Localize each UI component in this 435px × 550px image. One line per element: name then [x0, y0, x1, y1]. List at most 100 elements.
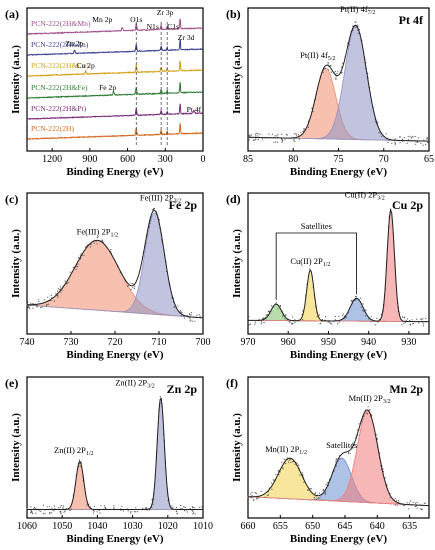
- data-point: [66, 283, 68, 285]
- data-point: [420, 508, 422, 510]
- data-point: [398, 500, 400, 502]
- plot-frame: [26, 376, 204, 519]
- data-point: [134, 285, 136, 287]
- data-point: [255, 135, 257, 137]
- data-point: [416, 318, 418, 320]
- data-point: [250, 497, 252, 499]
- data-point: [403, 137, 405, 139]
- component-peak: [248, 25, 429, 142]
- data-point: [281, 461, 283, 463]
- data-point: [183, 510, 186, 512]
- data-point: [250, 323, 252, 325]
- data-point: [348, 451, 350, 453]
- data-point: [318, 492, 320, 494]
- data-point: [69, 271, 71, 273]
- x-axis-title: Binding Energy (eV): [66, 533, 164, 545]
- data-point: [385, 133, 387, 135]
- component-peak: [248, 410, 429, 506]
- data-point: [286, 134, 288, 136]
- data-point: [315, 492, 317, 494]
- data-point: [277, 133, 279, 135]
- data-point: [103, 505, 106, 507]
- data-point: [345, 316, 348, 318]
- data-point: [196, 314, 198, 316]
- component-peak: [26, 240, 203, 319]
- data-point: [418, 322, 420, 324]
- survey-line: [27, 123, 203, 140]
- data-point: [64, 280, 66, 282]
- x-tick-label: 900: [82, 154, 97, 165]
- data-point: [295, 133, 297, 135]
- data-point: [253, 499, 255, 501]
- data-point: [149, 222, 151, 224]
- survey-line: [27, 103, 204, 120]
- data-point: [403, 316, 405, 318]
- data-point: [369, 409, 371, 411]
- data-point: [292, 316, 294, 318]
- data-point: [407, 139, 410, 141]
- data-point: [382, 471, 385, 473]
- data-point: [30, 509, 32, 511]
- data-point: [186, 511, 188, 513]
- peak-label: C1s: [167, 22, 179, 31]
- data-point: [96, 243, 98, 245]
- data-point: [394, 144, 396, 146]
- data-point: [113, 505, 115, 507]
- data-point: [416, 507, 418, 509]
- data-point: [133, 511, 136, 513]
- data-point: [75, 268, 77, 270]
- peak-label: Cu 2p: [76, 61, 95, 70]
- data-point: [378, 131, 380, 133]
- data-point: [281, 138, 283, 140]
- data-point: [303, 481, 305, 483]
- data-point: [37, 305, 39, 307]
- data-point: [414, 136, 416, 138]
- data-point: [275, 473, 277, 475]
- x-tick-label: 1010: [193, 521, 213, 532]
- data-point: [322, 488, 324, 490]
- data-point: [282, 468, 284, 470]
- data-point: [61, 289, 63, 291]
- data-point: [59, 288, 61, 290]
- data-point: [57, 288, 60, 290]
- data-point: [97, 236, 99, 238]
- data-point: [331, 323, 333, 325]
- data-point: [57, 295, 59, 297]
- data-point: [199, 506, 201, 508]
- data-point: [89, 246, 91, 248]
- survey-line: [27, 18, 204, 36]
- data-point: [93, 242, 95, 244]
- series-label: PCN-222(2H&Mn): [31, 19, 91, 28]
- data-point: [311, 107, 313, 109]
- data-point: [93, 510, 95, 512]
- data-point: [171, 505, 173, 507]
- data-point: [334, 71, 337, 73]
- data-point: [310, 488, 312, 490]
- data-point: [424, 502, 426, 504]
- data-point: [401, 316, 404, 318]
- data-point: [29, 308, 31, 310]
- data-point: [316, 315, 318, 318]
- panel-title: Cu 2p: [392, 198, 423, 212]
- data-point: [313, 496, 316, 499]
- data-point: [324, 492, 326, 494]
- x-axis-title: Binding Energy (eV): [66, 166, 164, 178]
- data-point: [285, 314, 287, 316]
- data-point: [70, 508, 72, 510]
- data-point: [57, 290, 59, 292]
- data-point: [190, 312, 192, 314]
- data-point: [387, 141, 389, 143]
- data-point: [349, 452, 351, 454]
- data-point: [282, 467, 284, 469]
- data-point: [279, 305, 281, 307]
- data-point: [181, 311, 183, 313]
- data-point: [50, 512, 53, 514]
- x-tick-label: 960: [281, 337, 296, 348]
- data-point: [130, 512, 132, 514]
- x-tick-label: 740: [20, 337, 35, 348]
- component-label: Mn(II) 2P3/2: [349, 393, 391, 405]
- data-point: [248, 316, 250, 318]
- data-point: [175, 511, 177, 513]
- data-point: [355, 296, 357, 298]
- data-point: [411, 136, 413, 139]
